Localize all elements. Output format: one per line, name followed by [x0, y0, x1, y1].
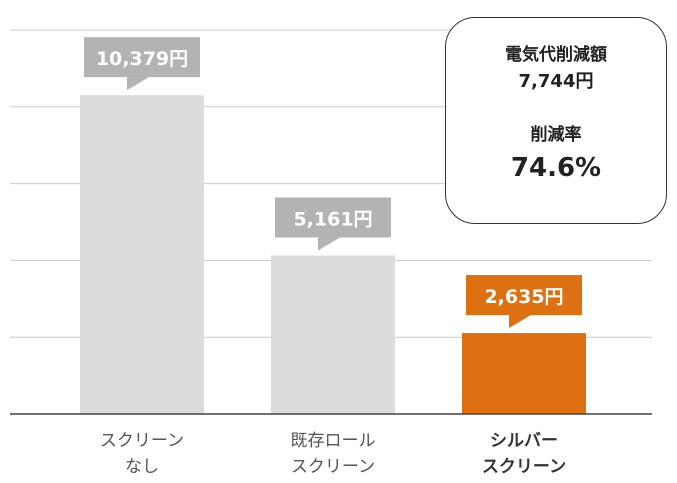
x-tick-label: スクリーン — [291, 457, 375, 477]
x-tick-label: スクリーン — [482, 457, 566, 477]
x-tick-label: シルバー — [490, 431, 558, 451]
x-tick-label: なし — [125, 457, 159, 477]
data-label: 2,635円 — [484, 286, 563, 308]
savings-summary-box: 電気代削減額 7,744円 削減率 74.6% — [445, 17, 667, 224]
savings-label: 電気代削減額 — [505, 45, 607, 65]
reduction-rate-value: 74.6% — [510, 153, 602, 183]
value-callout — [84, 37, 200, 78]
bar — [271, 255, 395, 414]
x-tick-label: 既存ロール — [291, 431, 376, 451]
x-tick-label: スクリーン — [100, 431, 184, 451]
data-label: 10,379円 — [96, 48, 188, 70]
data-label: 5,161円 — [293, 208, 372, 230]
value-callout-pointer — [127, 77, 149, 91]
value-callout — [466, 275, 582, 316]
bar — [462, 333, 586, 414]
bar — [80, 95, 204, 415]
reduction-rate-label: 削減率 — [530, 125, 582, 145]
savings-value: 7,744円 — [518, 71, 594, 92]
value-callout-pointer — [509, 315, 531, 329]
value-callout — [275, 197, 391, 238]
value-callout-pointer — [318, 237, 340, 251]
